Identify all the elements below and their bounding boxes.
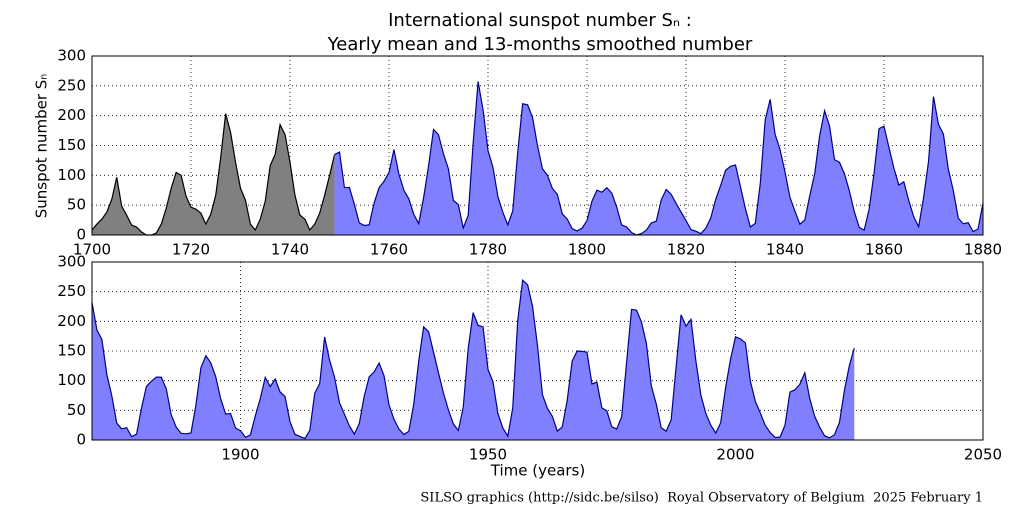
area-line xyxy=(91,278,855,440)
x-tick-label: 1840 xyxy=(766,241,804,259)
x-tick-label: 1860 xyxy=(865,241,903,259)
y-tick-label: 0 xyxy=(76,226,86,244)
x-tick-label: 1950 xyxy=(469,446,507,464)
x-tick-label: 2050 xyxy=(964,446,1002,464)
x-tick-label: 1820 xyxy=(667,241,705,259)
plot-frame xyxy=(91,55,984,236)
chart-subtitle: Yearly mean and 13-months smoothed numbe… xyxy=(327,34,753,55)
y-tick-label: 100 xyxy=(57,371,86,389)
y-tick-label: 150 xyxy=(57,136,86,154)
x-tick-label: 1740 xyxy=(271,241,309,259)
y-tick-label: 50 xyxy=(67,196,86,214)
x-tick-label: 1720 xyxy=(172,241,210,259)
y-tick-label: 200 xyxy=(57,312,86,330)
area-line xyxy=(91,113,336,236)
y-tick-label: 50 xyxy=(67,401,86,419)
y-tick-label: 200 xyxy=(57,106,86,124)
y-tick-label: 300 xyxy=(57,253,86,271)
area-line xyxy=(334,81,984,236)
x-tick-label: 2000 xyxy=(716,446,754,464)
y-axis-label: Sunspot number Sₙ xyxy=(33,74,51,219)
y-tick-label: 100 xyxy=(57,166,86,184)
area-fill xyxy=(334,81,983,235)
y-tick-label: 0 xyxy=(76,431,86,449)
chart-title: International sunspot number Sₙ : xyxy=(388,10,692,31)
x-tick-label: 1760 xyxy=(370,241,408,259)
area-fill xyxy=(92,280,855,440)
y-tick-label: 300 xyxy=(57,47,86,65)
y-tick-label: 250 xyxy=(57,282,86,300)
x-tick-label: 1880 xyxy=(964,241,1002,259)
x-axis-label: Time (years) xyxy=(490,462,585,480)
footer: SILSO graphics (http://sidc.be/silso) Ro… xyxy=(420,491,983,506)
x-tick-label: 1700 xyxy=(73,241,111,259)
plot-frame xyxy=(91,261,984,441)
x-tick-label: 1800 xyxy=(568,241,606,259)
y-tick-label: 250 xyxy=(57,76,86,94)
area-fill xyxy=(92,113,335,235)
y-tick-label: 150 xyxy=(57,342,86,360)
x-tick-label: 1900 xyxy=(221,446,259,464)
x-tick-label: 1780 xyxy=(469,241,507,259)
